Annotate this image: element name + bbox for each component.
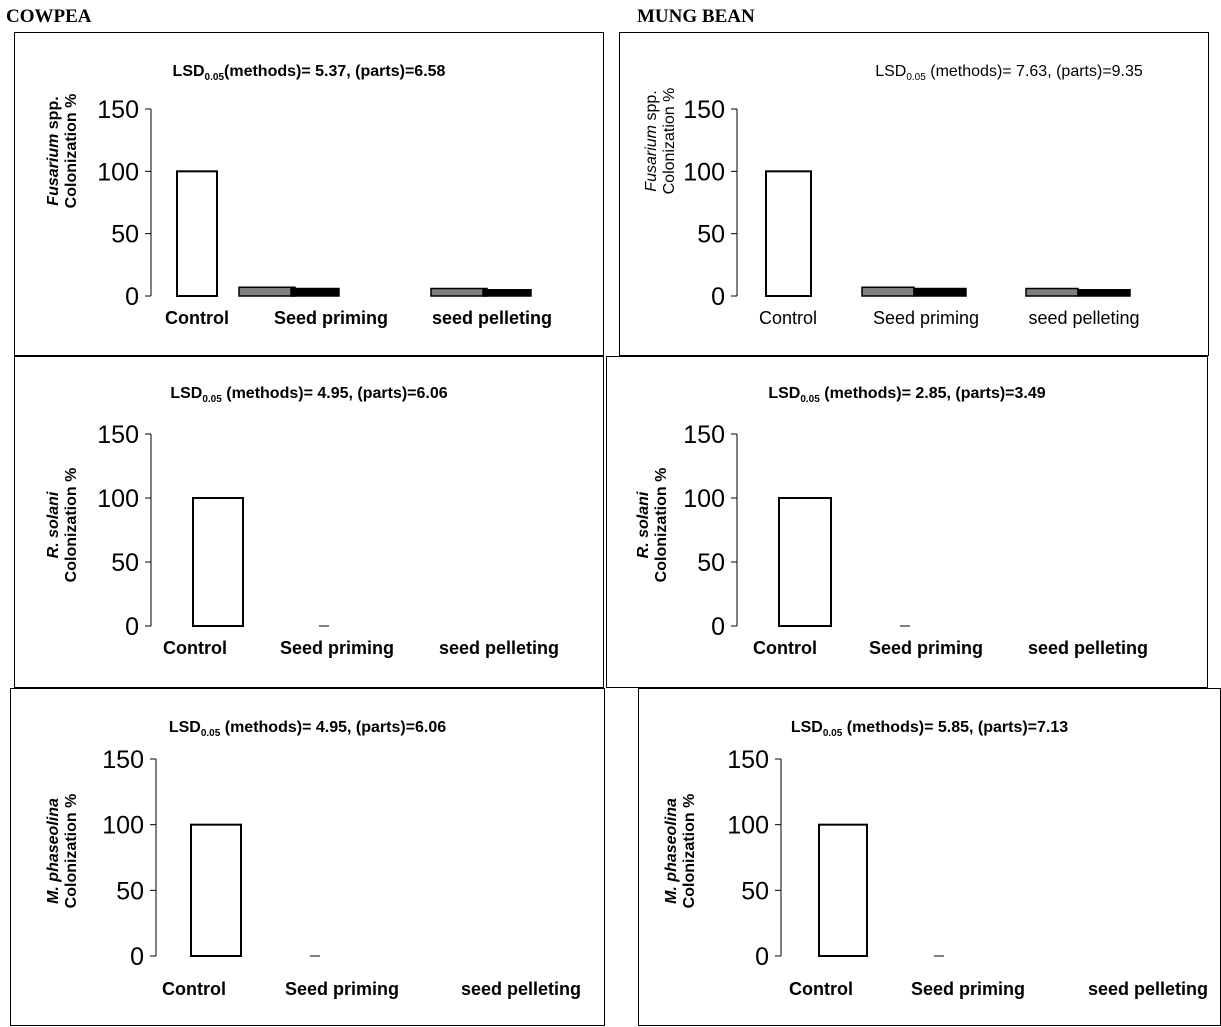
title-text: (methods)= 5.37, (parts)=6.58: [224, 63, 446, 80]
y-tick-label: 0: [711, 613, 725, 641]
title-text: (methods)= 4.95, (parts)=6.06: [220, 719, 447, 736]
x-category-label: seed pelleting: [1088, 979, 1208, 999]
chart-panel-mung-fusarium: LSD0.05 (methods)= 7.63, (parts)=9.35 Fus…: [619, 32, 1209, 356]
bar-control: [176, 170, 218, 297]
title-prefix: LSD: [875, 63, 907, 80]
title-text: (methods)= 7.63, (parts)=9.35: [925, 63, 1143, 80]
title-subscript: 0.05: [200, 728, 221, 740]
chart-panel-cowpea-fusarium: LSD0.05(methods)= 5.37, (parts)=6.58 Fusa…: [14, 32, 604, 356]
x-category-label: Control: [162, 979, 226, 999]
title-subscript: 0.05: [906, 72, 926, 84]
bar-black: [1077, 289, 1131, 297]
x-category-label: seed pelleting: [1028, 308, 1139, 328]
y-tick-label: 50: [741, 877, 769, 905]
bar-control: [765, 170, 812, 297]
title-subscript: 0.05: [822, 728, 843, 740]
chart-title: LSD0.05 (methods)= 2.85, (parts)=3.49: [607, 385, 1207, 405]
chart-title: LSD0.05 (methods)= 7.63, (parts)=9.35: [715, 63, 1221, 83]
x-category-label: Control: [759, 308, 817, 328]
y-tick-label: 150: [97, 96, 139, 124]
crop-title-mung-bean: MUNG BEAN: [637, 6, 755, 27]
title-prefix: LSD: [168, 719, 201, 736]
y-tick-label: 100: [683, 158, 725, 186]
y-tick-label: 100: [727, 812, 769, 840]
x-category-label: Seed priming: [274, 308, 388, 328]
title-subscript: 0.05: [202, 394, 222, 406]
y-tick-label: 0: [125, 613, 139, 641]
x-category-label: Control: [165, 308, 229, 328]
bar-control: [818, 823, 868, 957]
x-category-label: Seed priming: [873, 308, 979, 328]
x-category-label: Seed priming: [285, 979, 399, 999]
bar-black: [482, 289, 532, 297]
plot-area: 0 50 100 150 Control Seed priming seed pelleti…: [683, 421, 1148, 658]
title-prefix: LSD: [172, 63, 205, 80]
x-category-label: seed pelleting: [1028, 638, 1148, 658]
x-category-label: seed pelleting: [432, 308, 552, 328]
chart-title: LSD0.05(methods)= 5.37, (parts)=6.58: [15, 63, 603, 83]
plot-area: 0 50 100 150 Control Seed priming seed pelleti…: [683, 96, 1139, 328]
y-tick-label: 150: [683, 421, 725, 449]
bar-gray: [1025, 287, 1079, 297]
chart-panel-mung-mphaseolina: LSD0.05 (methods)= 5.85, (parts)=7.13 M. …: [638, 688, 1221, 1026]
y-tick-label: 100: [97, 485, 139, 513]
y-tick-label: 50: [111, 549, 139, 577]
plot-area: 0 50 100 150 Control Seed priming seed pelleti…: [102, 746, 581, 999]
bar-control: [778, 497, 832, 627]
title-subscript: 0.05: [204, 72, 225, 84]
y-tick-label: 150: [102, 746, 144, 774]
title-text: (methods)= 2.85, (parts)=3.49: [819, 385, 1046, 402]
chart-panel-mung-rsolani: LSD0.05 (methods)= 2.85, (parts)=3.49 R. …: [606, 356, 1208, 688]
x-category-label: Control: [753, 638, 817, 658]
bar-black: [290, 287, 340, 297]
x-category-label: Seed priming: [911, 979, 1025, 999]
y-tick-label: 150: [727, 746, 769, 774]
title-subscript: 0.05: [800, 394, 820, 406]
plot-area: 0 50 100 150 Control Seed priming seed pelleti…: [727, 746, 1208, 999]
y-tick-label: 0: [125, 283, 139, 311]
y-tick-label: 0: [755, 943, 769, 971]
chart-panel-cowpea-rsolani: LSD0.05 (methods)= 4.95, (parts)=6.06 R. …: [14, 356, 604, 688]
title-prefix: LSD: [170, 385, 203, 402]
title-prefix: LSD: [790, 719, 823, 736]
plot-area: 0 50 100 150 Control Seed priming seed pelleti…: [97, 96, 552, 328]
title-prefix: LSD: [768, 385, 801, 402]
chart-title: LSD0.05 (methods)= 4.95, (parts)=6.06: [15, 385, 603, 405]
y-tick-label: 150: [97, 421, 139, 449]
y-tick-label: 50: [697, 221, 725, 249]
x-category-label: seed pelleting: [439, 638, 559, 658]
x-category-label: Seed priming: [869, 638, 983, 658]
y-tick-label: 100: [102, 812, 144, 840]
y-tick-label: 50: [116, 877, 144, 905]
y-tick-label: 50: [111, 221, 139, 249]
title-text: (methods)= 4.95, (parts)=6.06: [221, 385, 448, 402]
chart-title: LSD0.05 (methods)= 4.95, (parts)=6.06: [11, 719, 604, 739]
x-category-label: seed pelleting: [461, 979, 581, 999]
bar-gray: [430, 287, 488, 297]
y-tick-label: 50: [697, 549, 725, 577]
x-category-label: Seed priming: [280, 638, 394, 658]
bar-black: [913, 287, 967, 297]
plot-area: 0 50 100 150 Control Seed priming seed pelleti…: [97, 421, 559, 658]
y-tick-label: 0: [130, 943, 144, 971]
bar-control: [190, 823, 242, 957]
x-category-label: Control: [789, 979, 853, 999]
title-text: (methods)= 5.85, (parts)=7.13: [842, 719, 1069, 736]
y-tick-label: 0: [711, 283, 725, 311]
bar-gray: [238, 286, 296, 297]
chart-panel-cowpea-mphaseolina: LSD0.05 (methods)= 4.95, (parts)=6.06 M. …: [10, 688, 605, 1026]
x-category-label: Control: [163, 638, 227, 658]
chart-title: LSD0.05 (methods)= 5.85, (parts)=7.13: [639, 719, 1220, 739]
y-tick-label: 100: [683, 485, 725, 513]
bar-control: [192, 497, 244, 627]
crop-title-cowpea: COWPEA: [6, 6, 92, 27]
y-tick-label: 100: [97, 158, 139, 186]
y-tick-label: 150: [683, 96, 725, 124]
bar-gray: [861, 286, 915, 297]
